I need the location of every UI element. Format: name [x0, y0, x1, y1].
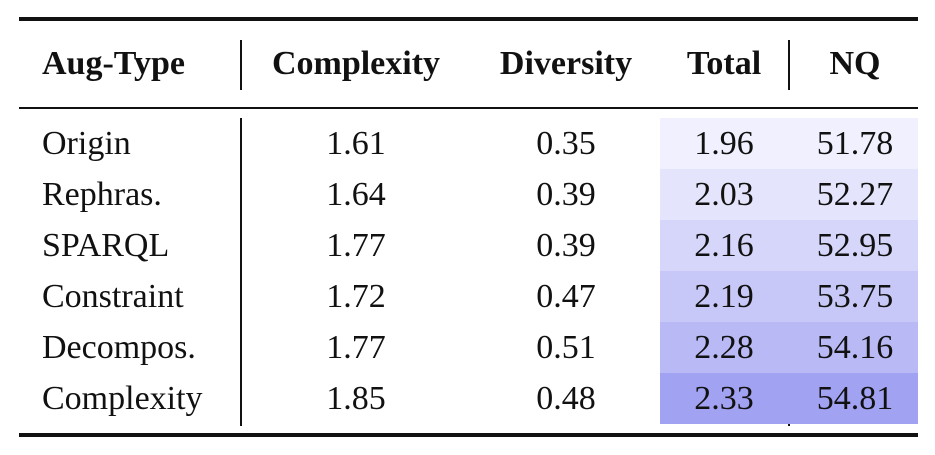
cell-diversity: 0.35: [536, 125, 596, 162]
cell-complexity: 1.72: [326, 278, 386, 315]
cell-aug-type: SPARQL: [42, 227, 170, 264]
highlight-shade: [660, 271, 918, 322]
header-diversity: Diversity: [499, 45, 633, 82]
cell-complexity: 1.77: [326, 227, 386, 264]
header-complexity: Complexity: [271, 45, 441, 82]
cell-diversity: 0.39: [536, 227, 596, 264]
cell-complexity: 1.61: [326, 125, 386, 162]
cell-nq: 52.95: [816, 227, 894, 264]
cell-total: 2.19: [694, 278, 754, 315]
cell-diversity: 0.39: [536, 176, 596, 213]
cell-complexity: 1.64: [326, 176, 386, 213]
cell-aug-type: Complexity: [42, 380, 203, 417]
header-rule: [19, 107, 918, 109]
header-divider-left: [240, 40, 242, 90]
header-nq: NQ: [829, 45, 881, 82]
cell-aug-type: Origin: [42, 125, 131, 162]
cell-total: 1.96: [694, 125, 754, 162]
cell-total: 2.03: [694, 176, 754, 213]
cell-diversity: 0.47: [536, 278, 596, 315]
cell-nq: 53.75: [816, 278, 894, 315]
cell-aug-type: Constraint: [42, 278, 184, 315]
cell-total: 2.16: [694, 227, 754, 264]
highlight-shade: [660, 169, 918, 220]
cell-nq: 54.16: [816, 329, 894, 366]
highlight-shade: [660, 322, 918, 373]
cell-aug-type: Decompos.: [42, 329, 196, 366]
cell-complexity: 1.85: [326, 380, 386, 417]
cell-nq: 54.81: [816, 380, 894, 417]
bottom-rule: [19, 433, 918, 437]
top-rule: [19, 17, 918, 21]
header-total: Total: [686, 45, 762, 82]
cell-total: 2.28: [694, 329, 754, 366]
cell-complexity: 1.77: [326, 329, 386, 366]
cell-total: 2.33: [694, 380, 754, 417]
cell-nq: 52.27: [816, 176, 894, 213]
highlight-shade: [660, 220, 918, 271]
header-divider-right: [788, 40, 790, 90]
body-divider-left: [240, 118, 242, 426]
highlight-shade: [660, 118, 918, 169]
highlight-shade: [660, 373, 918, 424]
cell-diversity: 0.48: [536, 380, 596, 417]
cell-nq: 51.78: [816, 125, 894, 162]
cell-diversity: 0.51: [536, 329, 596, 366]
header-aug-type: Aug-Type: [42, 45, 185, 82]
cell-aug-type: Rephras.: [42, 176, 162, 213]
